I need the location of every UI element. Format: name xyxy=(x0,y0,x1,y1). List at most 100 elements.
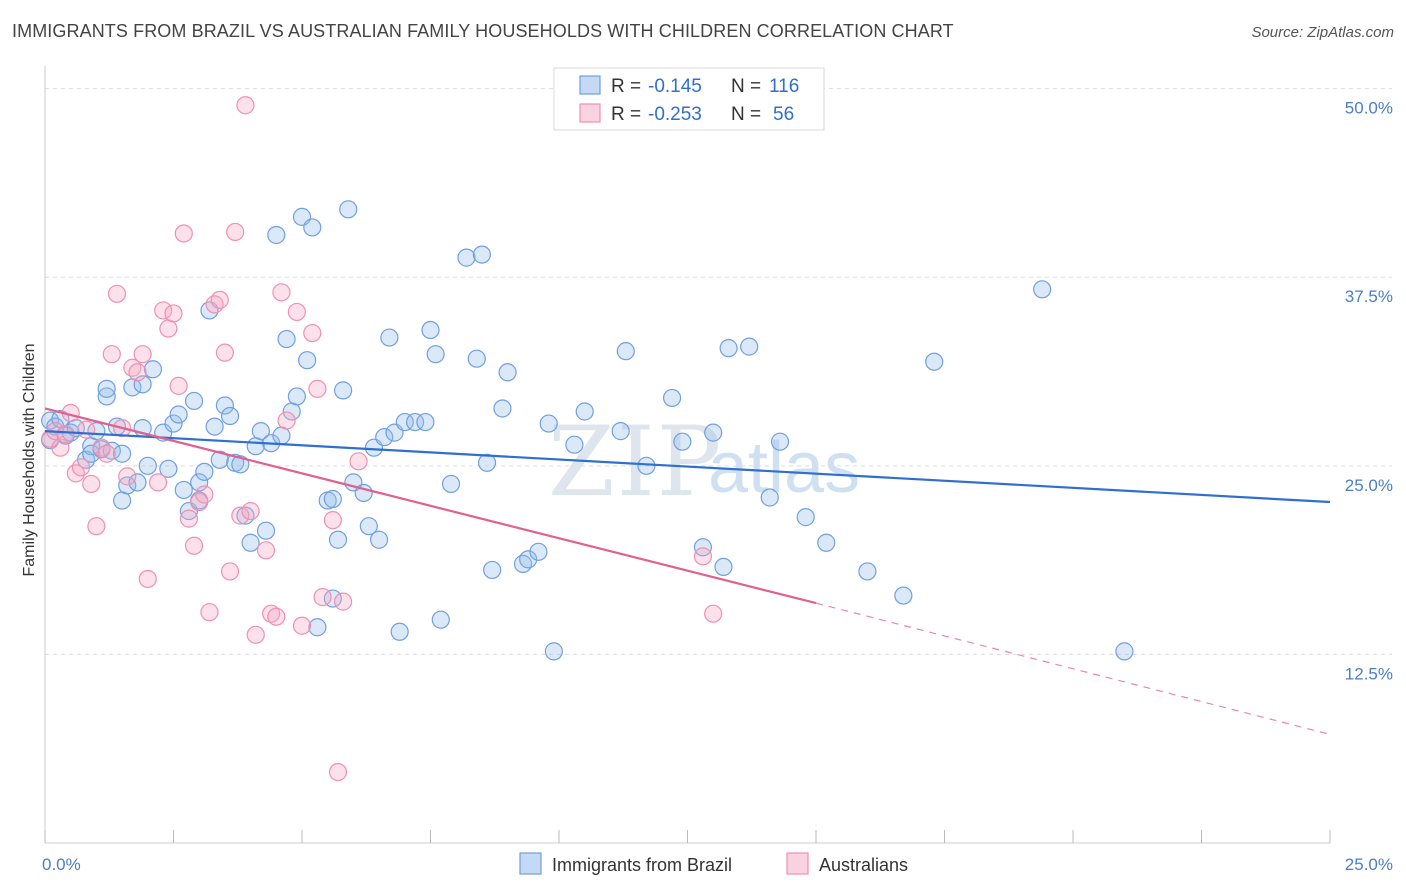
point-australians xyxy=(287,302,306,322)
point-brazil xyxy=(82,444,101,463)
legend-r-value-brazil: -0.145 xyxy=(648,76,702,97)
point-brazil xyxy=(272,426,291,445)
point-brazil xyxy=(477,453,497,472)
point-australians xyxy=(210,290,229,309)
point-brazil xyxy=(740,337,759,356)
point-brazil xyxy=(256,521,276,540)
legend-n-value-australians: 56 xyxy=(773,104,794,125)
point-brazil xyxy=(770,432,790,451)
point-brazil xyxy=(519,550,538,569)
y-tick-label: 25.0% xyxy=(1345,476,1393,495)
trend-line-australians xyxy=(44,407,817,605)
point-brazil xyxy=(796,508,815,527)
y-tick-labels: 12.5% 25.0% 37.5% 50.0% xyxy=(1345,99,1393,684)
point-brazil xyxy=(195,462,214,481)
point-brazil xyxy=(544,642,563,661)
bottom-legend-swatch-brazil xyxy=(519,852,542,875)
point-brazil xyxy=(323,489,342,509)
point-brazil xyxy=(565,435,584,454)
point-brazil xyxy=(246,437,265,456)
point-australians xyxy=(215,343,234,362)
point-brazil xyxy=(328,530,348,549)
point-brazil xyxy=(637,456,656,475)
y-tick-label: 37.5% xyxy=(1345,287,1393,306)
point-brazil xyxy=(143,360,163,379)
point-brazil xyxy=(390,622,409,641)
point-brazil xyxy=(421,320,440,340)
point-australians xyxy=(220,562,240,581)
point-brazil xyxy=(1115,642,1134,661)
point-brazil xyxy=(210,450,229,469)
point-australians xyxy=(174,224,193,243)
trend-line-australians-extension xyxy=(815,602,1331,735)
x-tick-label: 25.0% xyxy=(1345,855,1393,874)
point-brazil xyxy=(267,225,286,245)
point-brazil xyxy=(662,388,682,408)
point-australians xyxy=(133,345,152,364)
point-brazil xyxy=(616,342,635,361)
correlation-legend: R = -0.145 N = 116 R = -0.253 N = 56 xyxy=(553,67,825,131)
point-brazil xyxy=(858,562,877,581)
point-australians xyxy=(107,284,127,303)
point-brazil xyxy=(231,455,250,474)
point-brazil xyxy=(457,248,476,267)
point-brazil xyxy=(97,379,116,398)
point-brazil xyxy=(169,405,188,424)
point-brazil xyxy=(133,375,152,394)
point-brazil xyxy=(719,339,738,358)
y-tick-label: 12.5% xyxy=(1345,664,1393,683)
point-brazil xyxy=(1033,280,1052,299)
point-australians xyxy=(118,467,137,486)
point-brazil xyxy=(472,245,491,264)
point-brazil xyxy=(467,349,486,368)
point-brazil xyxy=(760,488,779,507)
point-brazil xyxy=(673,432,692,451)
point-brazil xyxy=(426,345,445,364)
bottom-legend-label-australians: Australians xyxy=(819,855,908,875)
point-australians xyxy=(102,345,121,364)
point-brazil xyxy=(370,530,389,549)
x-tick-label: 0.0% xyxy=(42,855,81,874)
point-australians xyxy=(231,506,250,525)
point-australians xyxy=(693,547,713,566)
point-brazil xyxy=(277,329,296,349)
point-brazil xyxy=(298,351,317,370)
point-brazil xyxy=(251,422,270,441)
point-australians xyxy=(159,319,178,338)
point-brazil xyxy=(359,517,378,536)
point-australians xyxy=(267,607,286,626)
point-australians xyxy=(87,517,106,536)
point-brazil xyxy=(539,414,558,433)
point-australians xyxy=(277,411,296,430)
point-brazil xyxy=(308,618,327,637)
point-australians xyxy=(200,603,219,622)
point-brazil xyxy=(303,218,322,237)
point-australians xyxy=(308,379,327,398)
point-brazil xyxy=(431,610,450,629)
source-credit: Source: ZipAtlas.com xyxy=(1251,24,1394,41)
point-brazil xyxy=(174,480,193,500)
point-brazil xyxy=(102,441,121,460)
y-axis-label: Family Households with Children xyxy=(21,344,38,577)
point-brazil xyxy=(164,414,183,433)
point-australians xyxy=(262,604,281,623)
series-legend: Immigrants from Brazil Australians xyxy=(519,852,908,875)
point-brazil xyxy=(817,533,836,552)
point-australians xyxy=(241,501,260,521)
point-australians xyxy=(184,536,204,555)
point-australians xyxy=(51,438,70,457)
point-brazil xyxy=(138,456,157,475)
watermark: ZIP atlas xyxy=(548,406,860,518)
point-australians xyxy=(246,625,265,644)
point-australians xyxy=(323,511,342,530)
point-brazil xyxy=(287,387,306,406)
chart-title: IMMIGRANTS FROM BRAZIL VS AUSTRALIAN FAM… xyxy=(12,21,954,41)
point-australians xyxy=(138,569,157,589)
point-brazil xyxy=(241,533,260,552)
legend-r-label-australians: R = xyxy=(611,104,641,125)
point-brazil xyxy=(894,586,913,605)
point-australians xyxy=(256,541,276,560)
legend-n-value-brazil: 116 xyxy=(769,76,799,97)
point-brazil xyxy=(380,328,399,347)
